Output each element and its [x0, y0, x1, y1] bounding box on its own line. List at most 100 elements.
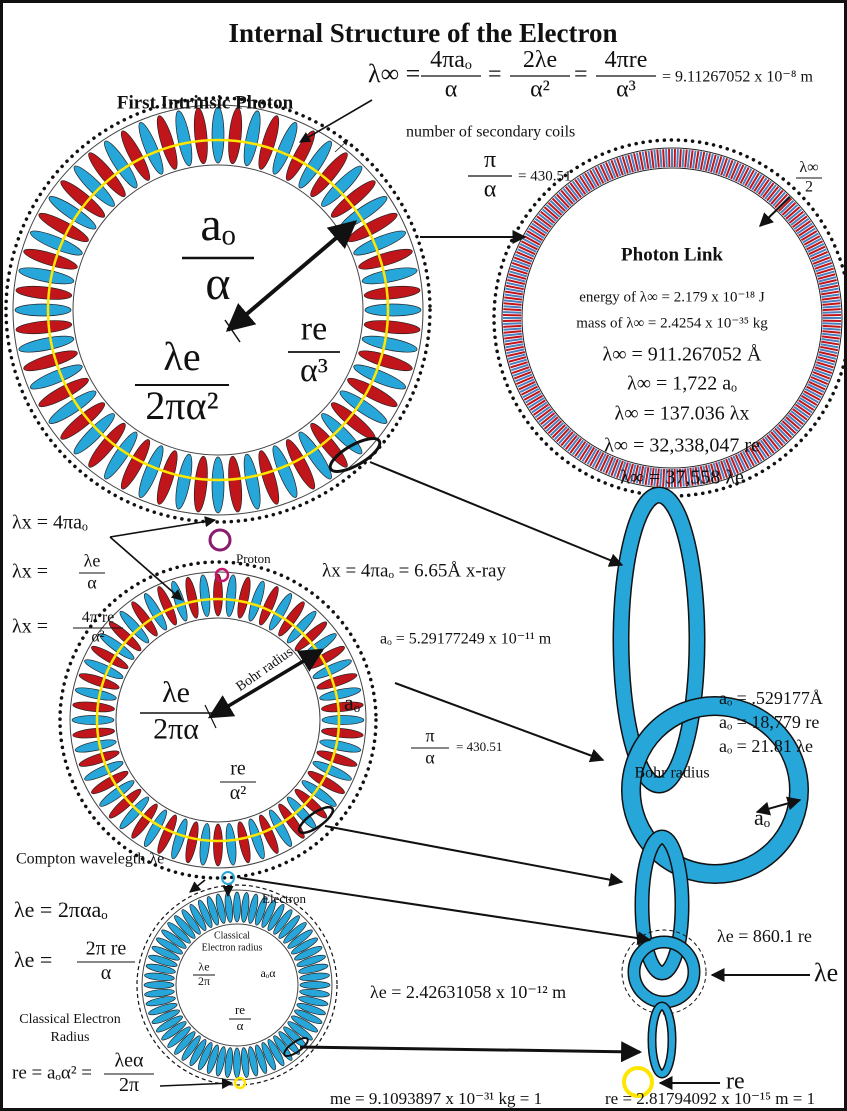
link-strand: [697, 151, 703, 170]
coil: [189, 1039, 207, 1067]
link-strand: [813, 368, 832, 377]
link-strand: [509, 358, 528, 366]
coil: [361, 335, 418, 353]
link-strand: [822, 302, 841, 306]
link-strand: [507, 276, 526, 283]
link-strand: [571, 180, 585, 197]
coil: [211, 456, 225, 514]
coil: [174, 1031, 196, 1055]
link-strand: [803, 235, 821, 246]
link-strand: [503, 322, 522, 325]
link-strand: [525, 232, 542, 244]
heading: First Intrinsic Photon: [117, 92, 294, 113]
label: Compton wavelegth λe: [16, 851, 164, 868]
link-strand: [697, 466, 703, 485]
link-strand: [822, 305, 841, 309]
fraction-denominator: α²: [230, 782, 246, 804]
chain-link: [614, 488, 704, 792]
label: = 430.51: [456, 739, 502, 754]
link-strand: [541, 208, 557, 222]
coil: [91, 770, 129, 795]
coil: [206, 896, 219, 926]
link-strand: [551, 424, 566, 439]
coil: [167, 922, 191, 944]
link-strand: [505, 284, 524, 291]
link-strand: [686, 149, 691, 168]
link-strand: [647, 150, 652, 169]
link-strand: [591, 168, 602, 186]
link-strand: [822, 324, 841, 328]
coil: [294, 946, 323, 961]
link-strand: [692, 150, 697, 169]
link-strand: [807, 383, 825, 393]
coil: [108, 788, 142, 819]
coil: [233, 1047, 241, 1079]
link-strand: [576, 442, 589, 459]
label: λ∞ = 1,722 aₒ: [627, 373, 737, 395]
fraction-numerator: 2λe: [523, 47, 557, 73]
label: = 9.11267052 x 10⁻⁸ m: [662, 69, 813, 86]
label: λe = 2παaₒ: [14, 897, 108, 922]
link-strand: [676, 149, 679, 168]
link-strand: [513, 371, 532, 380]
link-strand: [594, 452, 605, 470]
link-strand: [522, 388, 540, 399]
link-strand: [821, 296, 840, 301]
coil: [268, 593, 293, 631]
label: Proton: [236, 551, 271, 566]
link-strand: [503, 302, 522, 306]
link-strand: [785, 416, 801, 430]
coil: [243, 453, 261, 510]
coil: [319, 739, 362, 753]
link-strand: [686, 468, 691, 487]
link-strand: [579, 175, 591, 192]
arrow: [369, 461, 624, 567]
label: aₒ = 5.29177249 x 10⁻¹¹ m: [380, 631, 552, 648]
coil: [167, 1026, 191, 1048]
coil: [60, 180, 106, 218]
link-strand: [576, 177, 589, 194]
coil: [278, 1031, 300, 1055]
fraction-numerator: λ∞: [799, 159, 818, 176]
link-strand: [820, 343, 839, 349]
link-strand: [796, 401, 813, 414]
link-strand: [516, 376, 534, 385]
link-strand: [791, 408, 808, 421]
link-strand: [627, 154, 634, 173]
link-strand: [529, 399, 546, 411]
link-strand: [802, 392, 819, 404]
coil: [181, 909, 201, 935]
link-strand: [781, 420, 797, 434]
coil: [30, 364, 83, 390]
label: Radius: [51, 1030, 90, 1045]
link-strand: [807, 243, 825, 253]
label: λe = 860.1 re: [717, 926, 812, 946]
fraction-denominator: α³: [616, 76, 636, 102]
link-strand: [744, 169, 755, 187]
dashed-orbit: [136, 884, 338, 1086]
link-strand: [744, 449, 755, 467]
link-strand: [770, 189, 784, 205]
arrow: [189, 879, 206, 893]
label: λ∞ = 911.267052 Å: [603, 344, 762, 366]
coil: [48, 196, 97, 230]
coil: [18, 335, 75, 353]
coil: [198, 1042, 213, 1071]
fraction-denominator: α: [237, 1018, 244, 1033]
link-strand: [774, 427, 788, 443]
link-strand: [811, 253, 830, 263]
link-strand: [812, 371, 831, 380]
coil: [363, 320, 421, 335]
link-strand: [779, 199, 795, 214]
link-strand: [785, 206, 801, 220]
link-strand: [605, 162, 614, 180]
link-strand: [520, 385, 538, 396]
link-strand: [783, 418, 799, 432]
link-strand: [757, 178, 770, 195]
link-strand: [818, 279, 837, 286]
link-strand: [748, 172, 760, 190]
link-strand: [503, 332, 522, 337]
coil: [15, 285, 73, 300]
ring-outline: [521, 167, 823, 469]
